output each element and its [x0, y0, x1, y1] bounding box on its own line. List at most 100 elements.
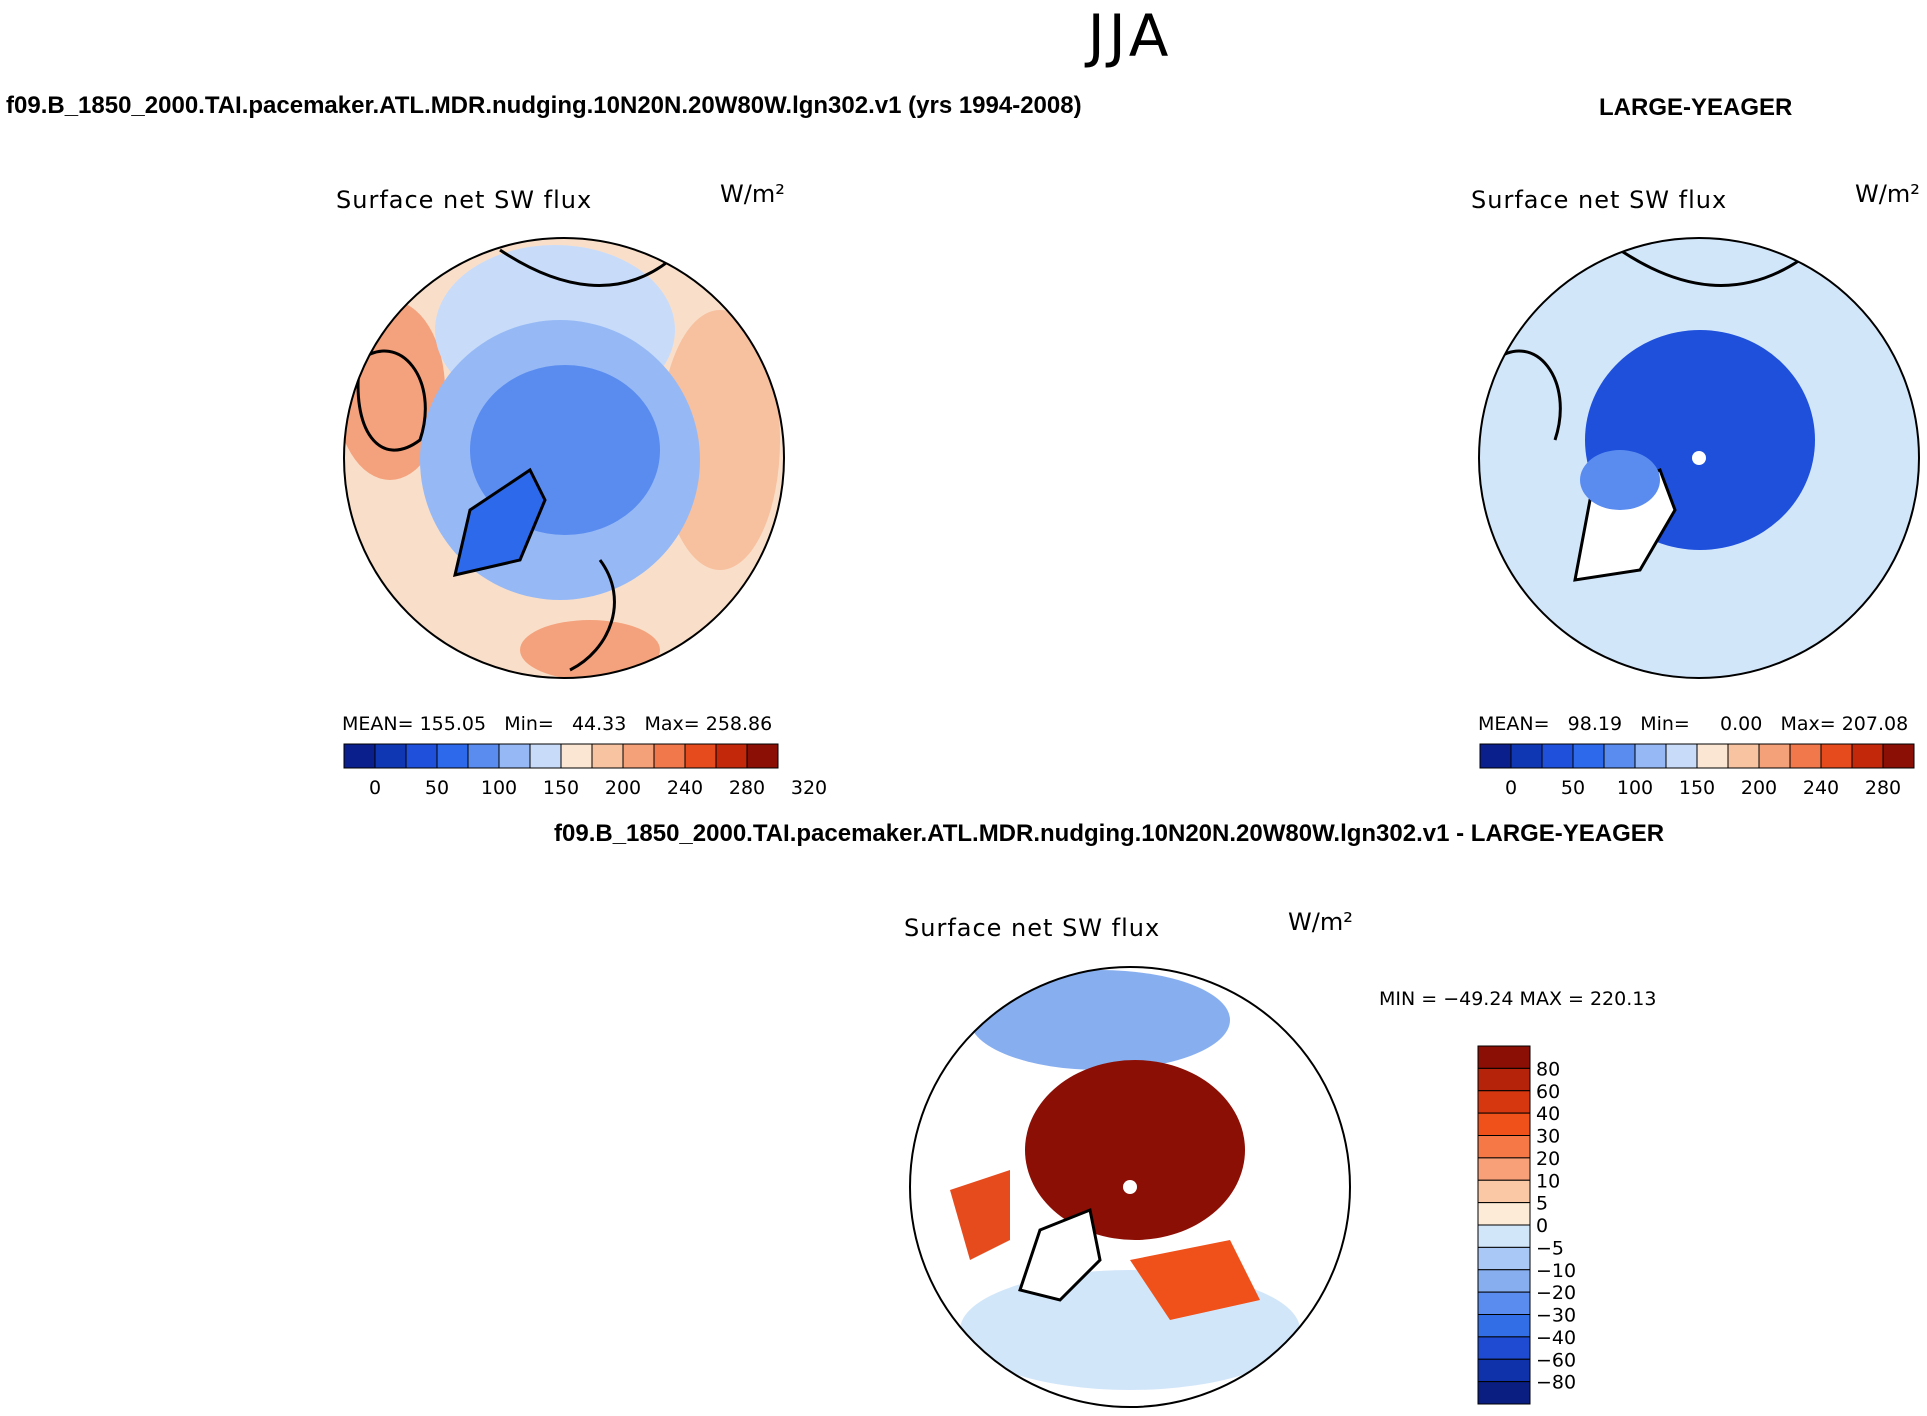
left-colorbar-swatch	[560, 743, 593, 769]
left-stats: MEAN= 155.05 Min= 44.33 Max= 258.86	[342, 713, 772, 735]
diff-colorbar-tick-label: 5	[1536, 1193, 1548, 1215]
left-colorbar-swatch	[374, 743, 407, 769]
left-max-label: Max=	[644, 713, 700, 735]
diff-colorbar-tick-label: −40	[1536, 1327, 1576, 1349]
right-max-label: Max=	[1780, 713, 1836, 735]
diff-colorbar-swatch	[1477, 1246, 1531, 1271]
left-map-coastline-eurasia	[499, 248, 671, 672]
diff-colorbar-swatch	[1477, 1045, 1531, 1069]
left-mean-value: 155.05	[419, 713, 487, 735]
left-colorbar-swatch	[405, 743, 438, 769]
left-mean-label: MEAN=	[342, 713, 414, 735]
right-map-border	[1478, 237, 1920, 679]
diff-colorbar-swatch	[1477, 1202, 1531, 1226]
diff-colorbar-swatch	[1477, 1314, 1531, 1338]
left-colorbar-tick-label: 200	[605, 777, 641, 799]
diff-colorbar-tick-label: 0	[1536, 1215, 1548, 1237]
left-min-label: Min=	[504, 713, 554, 735]
diff-map	[910, 967, 1350, 1407]
right-colorbar-swatch	[1851, 743, 1884, 769]
right-units: W/m²	[1855, 180, 1920, 208]
left-plot-title: Surface net SW flux	[336, 186, 593, 214]
left-panel-header: f09.B_1850_2000.TAI.pacemaker.ATL.MDR.nu…	[6, 92, 1082, 119]
left-units: W/m²	[720, 180, 785, 208]
diff-colorbar-tick-label: 30	[1536, 1126, 1560, 1148]
left-colorbar-tick-label: 280	[729, 777, 765, 799]
diff-colorbar-tick-label: 40	[1536, 1103, 1560, 1125]
right-panel-header: LARGE-YEAGER	[1599, 94, 1793, 121]
diff-colorbar-swatch	[1477, 1291, 1531, 1315]
left-colorbar-swatch	[436, 743, 469, 769]
diff-colorbar-tick-label: 20	[1536, 1148, 1560, 1170]
diff-colorbar-swatch	[1477, 1179, 1531, 1204]
right-colorbar-tick-label: 150	[1679, 777, 1715, 799]
right-map-pole-marker	[1692, 451, 1706, 465]
left-map-coastline-america	[356, 349, 427, 452]
left-colorbar-tick-label: 240	[667, 777, 703, 799]
diff-map-warm-patch-west	[950, 1170, 1010, 1260]
left-colorbar-tick-label: 100	[481, 777, 517, 799]
diff-colorbar-swatch	[1477, 1358, 1531, 1383]
right-map-cool-patch	[1580, 450, 1660, 510]
left-map	[344, 238, 784, 678]
right-colorbar-tick-label: 240	[1803, 777, 1839, 799]
left-min-value: 44.33	[571, 713, 627, 735]
left-colorbar-tick-label: 320	[791, 777, 827, 799]
right-colorbar-swatch	[1541, 743, 1574, 769]
right-colorbar-swatch	[1665, 743, 1698, 769]
right-colorbar-swatch	[1572, 743, 1605, 769]
diff-colorbar-swatch	[1477, 1090, 1531, 1114]
diff-colorbar-swatch	[1477, 1336, 1531, 1360]
left-colorbar-swatch	[653, 743, 686, 769]
left-colorbar-swatch	[715, 743, 748, 769]
diff-colorbar-swatch	[1477, 1067, 1531, 1092]
right-min-value: 0.00	[1720, 713, 1763, 735]
diff-plot-title: Surface net SW flux	[904, 914, 1161, 942]
diff-colorbar-tick-label: 80	[1536, 1058, 1560, 1080]
left-max-value: 258.86	[705, 713, 773, 735]
right-colorbar-tick-label: 100	[1617, 777, 1653, 799]
left-map-warm-patch-europe	[520, 620, 660, 678]
right-colorbar-tick-label: 200	[1741, 777, 1777, 799]
right-mean-label: MEAN=	[1478, 713, 1550, 735]
right-colorbar-tick-label: 280	[1865, 777, 1901, 799]
right-colorbar-tick-label: 50	[1561, 777, 1585, 799]
right-colorbar-swatch	[1789, 743, 1822, 769]
diff-colorbar-swatch	[1477, 1135, 1531, 1159]
right-colorbar-swatch	[1727, 743, 1760, 769]
left-colorbar-swatch	[498, 743, 531, 769]
diff-colorbar-tick-label: 60	[1536, 1081, 1560, 1103]
diff-map-cool-patch-pacific	[970, 970, 1230, 1070]
diff-colorbar-tick-label: 10	[1536, 1170, 1560, 1192]
diff-map-pole-marker	[1123, 1180, 1137, 1194]
right-colorbar-swatch	[1758, 743, 1791, 769]
right-plot-title: Surface net SW flux	[1471, 186, 1728, 214]
left-colorbar-swatch	[467, 743, 500, 769]
diff-units: W/m²	[1288, 908, 1353, 936]
left-colorbar-swatch	[622, 743, 655, 769]
left-colorbar-swatch	[746, 743, 779, 769]
diff-colorbar-tick-label: −80	[1536, 1372, 1576, 1394]
diff-colorbar-tick-label: −20	[1536, 1282, 1576, 1304]
diff-colorbar-tick-label: −60	[1536, 1349, 1576, 1371]
diff-map-arctic-anomaly	[1025, 1060, 1245, 1240]
right-colorbar-swatch	[1603, 743, 1636, 769]
right-colorbar-swatch	[1479, 743, 1512, 769]
season-title: JJA	[1087, 2, 1173, 70]
diff-colorbar-tick-label: −30	[1536, 1305, 1576, 1327]
left-colorbar: 0 50 100 150 200 240 280 320	[343, 743, 827, 799]
diff-colorbar-swatch	[1477, 1269, 1531, 1293]
diff-panel-header: f09.B_1850_2000.TAI.pacemaker.ATL.MDR.nu…	[554, 820, 1665, 847]
right-colorbar-swatch	[1820, 743, 1853, 769]
diff-map-border	[909, 966, 1351, 1408]
right-max-value: 207.08	[1841, 713, 1909, 735]
left-map-coastline-greenland	[452, 467, 547, 578]
diff-minmax: MIN = −49.24 MAX = 220.13	[1379, 988, 1657, 1010]
left-colorbar-tick-label: 150	[543, 777, 579, 799]
right-colorbar-tick-label: 0	[1505, 777, 1517, 799]
right-mean-value: 98.19	[1567, 713, 1623, 735]
diff-colorbar-swatch	[1477, 1157, 1531, 1181]
